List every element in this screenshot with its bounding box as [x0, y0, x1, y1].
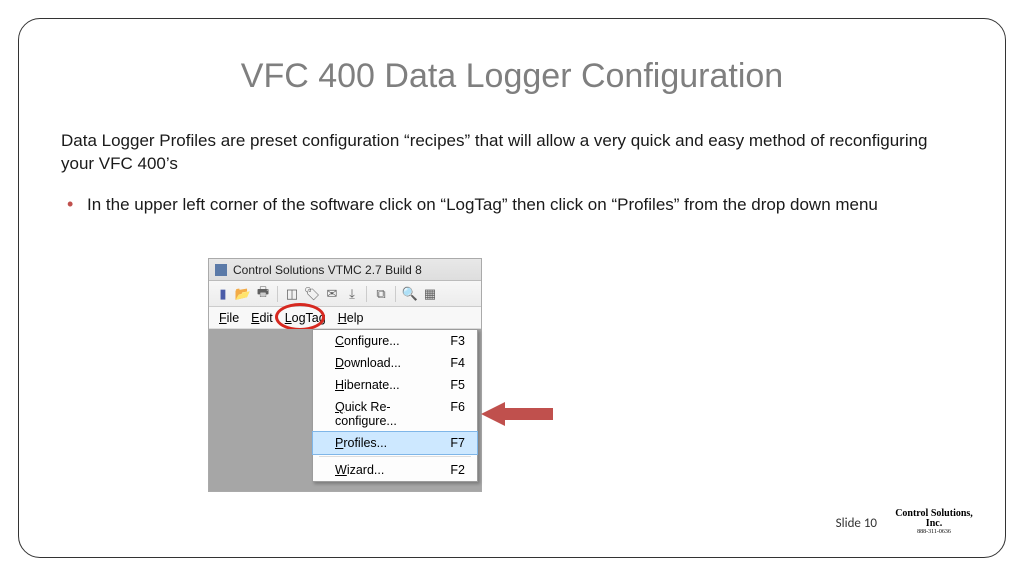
menu-hibernate[interactable]: Hibernate... F5 [313, 374, 477, 396]
menu-quick-reconfigure[interactable]: Quick Re-configure... F6 [313, 396, 477, 432]
pointer-arrow [481, 402, 553, 426]
logo-illustration [889, 473, 979, 507]
shortcut: F6 [450, 400, 465, 428]
company-logo: Control Solutions, Inc. 888-311-0636 [889, 473, 979, 535]
bullet-item: In the upper left corner of the software… [67, 192, 963, 217]
tag-icon[interactable]: 🏷 [304, 286, 320, 302]
slide-frame: VFC 400 Data Logger Configuration Data L… [18, 18, 1006, 558]
shortcut: F3 [450, 334, 465, 348]
slide-number: Slide 10 [836, 516, 877, 531]
shortcut: F7 [450, 436, 465, 450]
copy-icon[interactable]: ⧉ [373, 286, 389, 302]
arrow-body [505, 408, 553, 420]
app-screenshot: Control Solutions VTMC 2.7 Build 8 ▮ 📂 🖶… [209, 259, 481, 491]
shortcut: F2 [450, 463, 465, 477]
toolbar: ▮ 📂 🖶 ◫ 🏷 ✉ ⤓ ⧉ 🔍 ▦ [209, 281, 481, 307]
logo-phone: 888-311-0636 [889, 529, 979, 535]
menu-edit[interactable]: Edit [245, 309, 279, 327]
menubar: File Edit LogTag Help [209, 307, 481, 329]
envelope-icon[interactable]: ✉ [324, 286, 340, 302]
menu-download[interactable]: Download... F4 [313, 352, 477, 374]
print-icon[interactable]: 🖶 [255, 286, 271, 302]
menu-separator [319, 456, 471, 457]
menu-file[interactable]: File [213, 309, 245, 327]
window-titlebar: Control Solutions VTMC 2.7 Build 8 [209, 259, 481, 281]
window-title: Control Solutions VTMC 2.7 Build 8 [233, 263, 422, 277]
toolbar-separator [277, 286, 278, 302]
intro-paragraph: Data Logger Profiles are preset configur… [61, 130, 963, 176]
open-icon[interactable]: 📂 [235, 286, 251, 302]
zoom-icon[interactable]: 🔍 [402, 286, 418, 302]
calendar-icon[interactable]: ▦ [422, 286, 438, 302]
menu-configure[interactable]: Configure... F3 [313, 330, 477, 352]
menu-profiles[interactable]: Profiles... F7 [312, 431, 478, 455]
menu-help[interactable]: Help [332, 309, 370, 327]
new-icon[interactable]: ▮ [215, 286, 231, 302]
menu-wizard[interactable]: Wizard... F2 [313, 459, 477, 481]
tool-icon[interactable]: ◫ [284, 286, 300, 302]
export-icon[interactable]: ⤓ [344, 286, 360, 302]
shortcut: F4 [450, 356, 465, 370]
logtag-dropdown: Configure... F3 Download... F4 Hibernate… [312, 329, 478, 482]
logo-company-name: Control Solutions, Inc. [889, 509, 979, 529]
bullet-list: In the upper left corner of the software… [67, 192, 963, 217]
shortcut: F5 [450, 378, 465, 392]
page-title: VFC 400 Data Logger Configuration [19, 57, 1005, 96]
menu-logtag[interactable]: LogTag [279, 309, 332, 327]
app-icon [215, 264, 227, 276]
toolbar-separator [395, 286, 396, 302]
toolbar-separator [366, 286, 367, 302]
arrow-head [481, 402, 505, 426]
